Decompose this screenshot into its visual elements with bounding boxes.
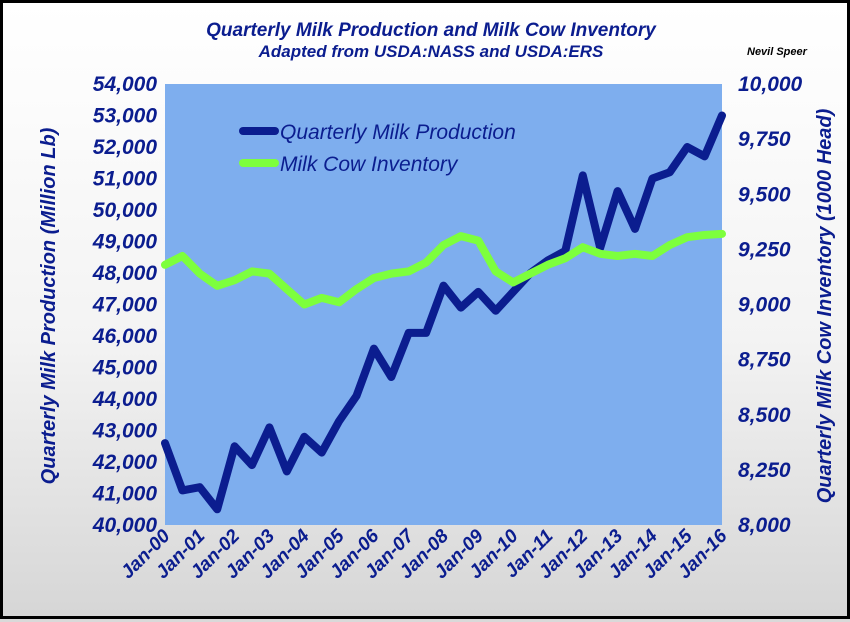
left-axis-tick-label: 47,000 [92,294,158,317]
left-axis-tick-label: 46,000 [92,325,158,348]
right-axis-ticks: 8,000 8,250 8,500 8,750 9,000 9,250 9,500 9,750… [738,73,803,537]
left-axis-tick-label: 41,000 [92,483,158,506]
left-axis-tick-label: 49,000 [92,231,158,254]
left-axis-tick-label: 53,000 [93,105,158,128]
left-axis-tick-label: 48,000 [92,262,158,285]
left-axis-ticks: 40,000 41,000 42,000 43,000 44,000 45,000 46,0… [92,73,158,537]
right-axis-tick-label: 8,750 [738,349,791,372]
right-axis-tick-label: 9,500 [738,183,791,206]
milk-chart: Quarterly Milk Production and Milk Cow I… [38,20,836,583]
legend: Quarterly Milk Production Milk Cow Inven… [239,121,516,176]
legend-label-production: Quarterly Milk Production [280,121,516,144]
left-axis-tick-label: 52,000 [93,136,158,159]
left-axis-tick-label: 44,000 [92,388,158,411]
left-axis-tick-label: 40,000 [92,514,158,537]
right-axis-title: Quarterly Milk Cow Inventory (1000 Head) [814,108,836,503]
left-axis-tick-label: 43,000 [92,420,158,443]
series-line-quarterly-milk-production [161,111,726,514]
chart-title: Quarterly Milk Production and Milk Cow I… [206,20,657,41]
left-axis-tick-label: 45,000 [92,357,158,380]
series-line-milk-cow-inventory [161,229,726,309]
right-axis-tick-label: 10,000 [738,73,803,96]
right-axis-tick-label: 8,250 [738,459,791,482]
left-axis-tick-label: 42,000 [92,451,158,474]
right-axis-tick-label: 9,250 [738,238,791,261]
right-axis-tick-label: 9,750 [738,128,791,151]
right-axis-tick-label: 9,000 [738,294,791,317]
left-axis-tick-label: 50,000 [93,199,158,222]
left-axis-tick-label: 51,000 [93,168,158,191]
credit-label: Nevil Speer [747,46,808,58]
left-axis-title: Quarterly Milk Production (Million Lb) [38,127,60,484]
right-axis-tick-label: 8,000 [738,514,791,537]
x-axis-ticks: Jan-00Jan-01Jan-02Jan-03Jan-04Jan-05Jan-… [117,525,732,583]
left-axis-tick-label: 54,000 [93,73,158,96]
legend-label-inventory: Milk Cow Inventory [280,153,459,176]
chart-subtitle: Adapted from USDA:NASS and USDA:ERS [258,42,604,61]
right-axis-tick-label: 8,500 [738,404,791,427]
